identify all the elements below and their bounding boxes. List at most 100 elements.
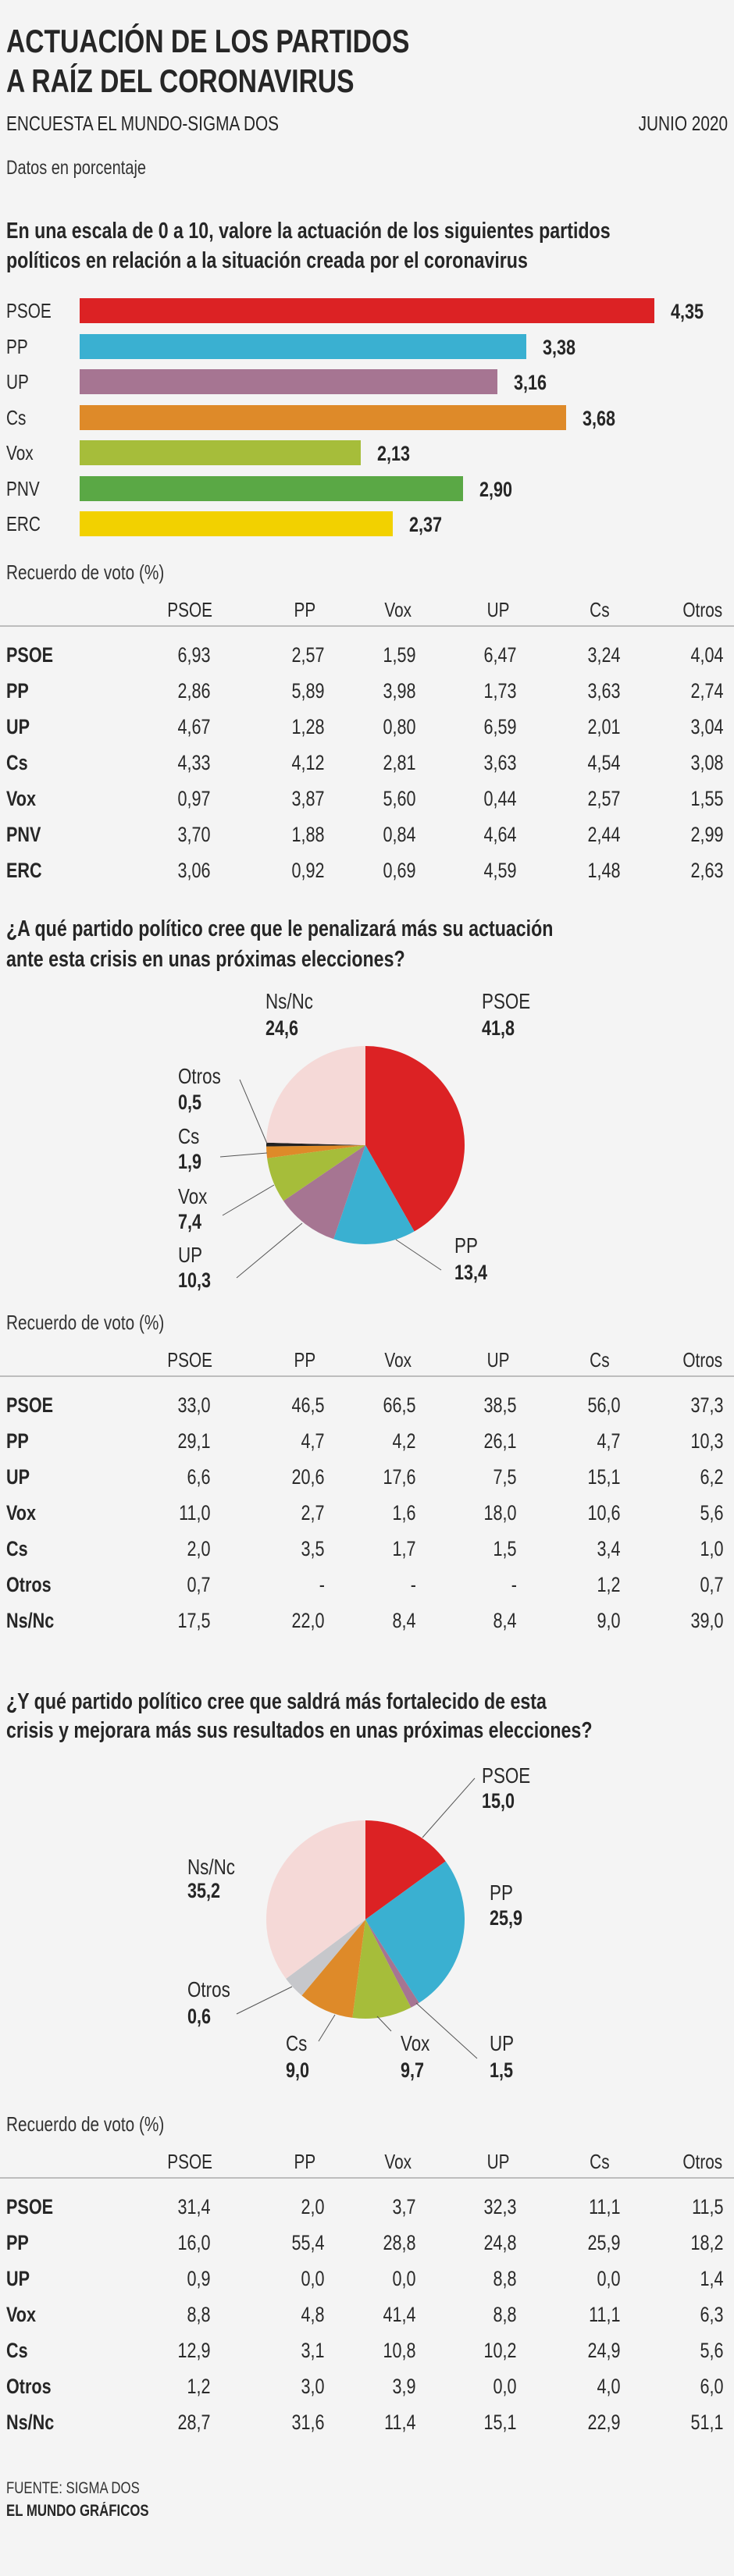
table-cell: 6,47 xyxy=(423,645,517,666)
question-2-line-2: ante esta crisis en unas próximas elecci… xyxy=(6,948,504,971)
table-cell: 51,1 xyxy=(630,2412,724,2433)
table-cell: 15,1 xyxy=(423,2412,517,2433)
pie-slice-psoe xyxy=(365,1046,465,1232)
table-cell: 17,5 xyxy=(117,1610,211,1631)
table-cell-value: 1,0 xyxy=(700,1537,724,1560)
question-2-line-1: ¿A qué partido político cree que le pena… xyxy=(6,918,690,941)
table-cell-value: 31,4 xyxy=(177,2195,211,2218)
table-cell-value: 6,2 xyxy=(700,1465,724,1489)
table-cell-value: 17,6 xyxy=(383,1465,416,1489)
table-cell-value: 2,44 xyxy=(587,823,621,846)
table-cell-value: 46,5 xyxy=(291,1393,325,1417)
pie1-label-psoe: PSOE xyxy=(482,991,543,1012)
table-cell: 24,8 xyxy=(423,2233,517,2254)
table-cell-value: 4,7 xyxy=(301,1429,325,1453)
pie1-value-nsnc: 24,6 xyxy=(265,1018,307,1039)
bar-label-text: PP xyxy=(6,334,28,358)
table-cell: 1,5 xyxy=(423,1539,517,1560)
row-label: Cs xyxy=(6,1539,34,1560)
table-cell: 2,01 xyxy=(527,717,621,738)
pie1-label-up-name: UP xyxy=(178,1243,203,1267)
leader-line-up xyxy=(236,1222,303,1279)
table-cell: 8,8 xyxy=(423,2304,517,2325)
table-cell-value: 8,8 xyxy=(493,2303,517,2326)
pie1-value-nsnc-text: 24,6 xyxy=(265,1016,299,1040)
table-cell: 11,4 xyxy=(322,2412,416,2433)
table-cell-value: 5,6 xyxy=(700,2339,724,2362)
table-cell: 3,87 xyxy=(231,788,325,809)
table-cell: 22,0 xyxy=(231,1610,325,1631)
leader-line-cs xyxy=(318,2014,336,2042)
table-cell: 6,6 xyxy=(117,1467,211,1488)
row-label: Vox xyxy=(6,788,44,809)
bar-value-text: 2,90 xyxy=(479,477,512,501)
table-cell: - xyxy=(423,1574,517,1596)
row-label: PP xyxy=(6,2233,34,2254)
table-cell-value: 22,0 xyxy=(291,1609,325,1632)
leader-line-otros xyxy=(236,1986,293,2015)
table-cell: 33,0 xyxy=(117,1395,211,1416)
table-cell-value: 12,9 xyxy=(177,2339,211,2362)
table-cell-value: 1,28 xyxy=(291,715,325,738)
table-cell: 1,7 xyxy=(322,1539,416,1560)
table-cell-value: 6,93 xyxy=(177,643,211,667)
row-label-text: Vox xyxy=(6,2303,37,2326)
pie1-value-up: 10,3 xyxy=(178,1270,219,1291)
bar-value-psoe: 4,35 xyxy=(671,301,712,322)
table-cell: 2,86 xyxy=(117,681,211,702)
table-cell: 0,80 xyxy=(322,717,416,738)
table-cell-value: 1,2 xyxy=(187,2375,211,2398)
table-cell-value: 55,4 xyxy=(291,2231,325,2254)
row-label: Cs xyxy=(6,2340,34,2361)
pie2-value-psoe-text: 15,0 xyxy=(482,1789,515,1813)
date-label: JUNIO 2020 xyxy=(616,113,728,133)
table-cell-value: 28,7 xyxy=(177,2411,211,2434)
table-cell-value: 9,0 xyxy=(597,1609,621,1632)
row-label: PSOE xyxy=(6,645,65,666)
table-cell-value: 0,0 xyxy=(493,2375,517,2398)
table-cell-value: 3,87 xyxy=(291,787,325,810)
pie2-label-pp: PP xyxy=(490,1882,518,1904)
column-header-text: Cs xyxy=(590,598,610,621)
table-cell: 2,99 xyxy=(630,824,724,845)
row-label-text: PP xyxy=(6,2231,29,2254)
pie1-label-pp: PP xyxy=(454,1235,483,1257)
table-cell-value: 10,2 xyxy=(483,2339,517,2362)
table-cell-value: 11,4 xyxy=(384,2411,416,2434)
pie2-value-up-text: 1,5 xyxy=(490,2058,514,2082)
source-text: FUENTE: SIGMA DOS xyxy=(6,2479,140,2497)
pie2-value-psoe: 15,0 xyxy=(482,1791,523,1812)
table-cell: 4,59 xyxy=(423,860,517,881)
row-label: UP xyxy=(6,2268,36,2290)
table-cell: 11,1 xyxy=(527,2197,621,2218)
column-header-vox: Vox xyxy=(351,600,445,620)
pie1-label-otros: Otros xyxy=(178,1066,231,1087)
table-cell: 0,0 xyxy=(527,2268,621,2290)
row-label: PNV xyxy=(6,824,50,845)
table-cell-value: 1,88 xyxy=(291,823,325,846)
pie2-value-otros: 0,6 xyxy=(187,2006,217,2027)
table-cell: 8,4 xyxy=(322,1610,416,1631)
table-caption-text: Recuerdo de voto (%) xyxy=(6,560,165,584)
row-label-text: PP xyxy=(6,679,29,703)
table-cell-value: 7,5 xyxy=(493,1465,517,1489)
table-header-rule xyxy=(0,625,734,627)
row-label-text: Cs xyxy=(6,1537,28,1560)
pie1-label-vox-name: Vox xyxy=(178,1184,208,1208)
row-label: Ns/Nc xyxy=(6,1610,66,1631)
bar-value-up: 3,16 xyxy=(514,372,555,393)
table-cell-value: 2,57 xyxy=(291,643,325,667)
pie1-value-pp: 13,4 xyxy=(454,1262,496,1283)
table-cell-value: 0,9 xyxy=(187,2267,211,2290)
leader-line-otros xyxy=(239,1079,268,1144)
table-cell: 2,63 xyxy=(630,860,724,881)
table-cell-value: 15,1 xyxy=(483,2411,517,2434)
pie2-label-up-name: UP xyxy=(490,2031,515,2055)
table-cell-value: 4,12 xyxy=(291,751,325,774)
row-label-text: PSOE xyxy=(6,643,54,667)
table-cell-value: 3,63 xyxy=(587,679,621,703)
table-cell: 4,04 xyxy=(630,645,724,666)
table-cell: 4,12 xyxy=(231,753,325,774)
table-cell: 2,44 xyxy=(527,824,621,845)
table-cell-value: 5,6 xyxy=(700,1501,724,1525)
